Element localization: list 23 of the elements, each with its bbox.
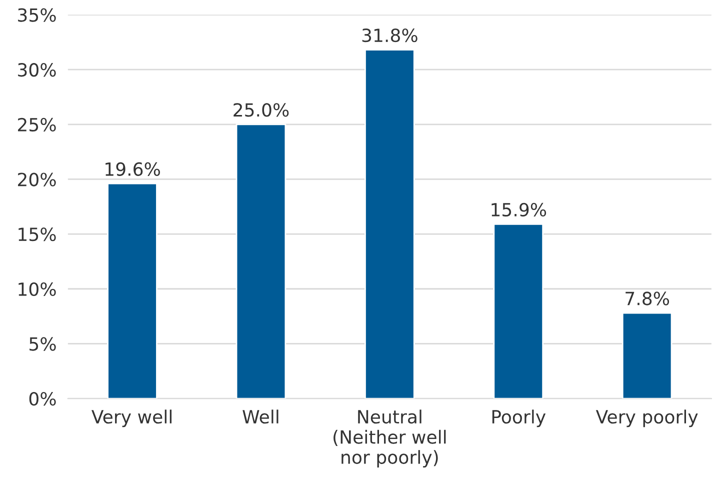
y-tick-label: 15% <box>18 228 56 242</box>
data-label: 15.9% <box>492 202 546 217</box>
bar <box>622 312 672 399</box>
bar <box>107 182 158 399</box>
x-tick-label: Very poorly <box>596 410 698 428</box>
x-tick-label: Very well <box>92 410 172 428</box>
bar <box>493 223 544 399</box>
x-tick-label: Poorly <box>492 410 546 428</box>
y-tick-label: 5% <box>30 337 56 351</box>
data-label: 31.8% <box>362 28 418 42</box>
data-label: 7.8% <box>626 292 670 306</box>
y-tick-label: 10% <box>18 282 56 296</box>
y-tick-label: 20% <box>18 172 56 186</box>
x-tick-label: Neutral (Neither well nor poorly) <box>334 410 446 468</box>
bar <box>364 49 415 399</box>
y-tick-label: 35% <box>18 8 56 22</box>
data-label: 19.6% <box>106 162 160 176</box>
y-tick-label: 30% <box>18 63 56 77</box>
x-tick-label: Well <box>242 410 278 424</box>
y-tick-label: 0% <box>29 392 56 406</box>
data-label: 25.0% <box>234 103 289 117</box>
y-tick-label: 25% <box>18 118 56 132</box>
bar <box>236 124 286 399</box>
